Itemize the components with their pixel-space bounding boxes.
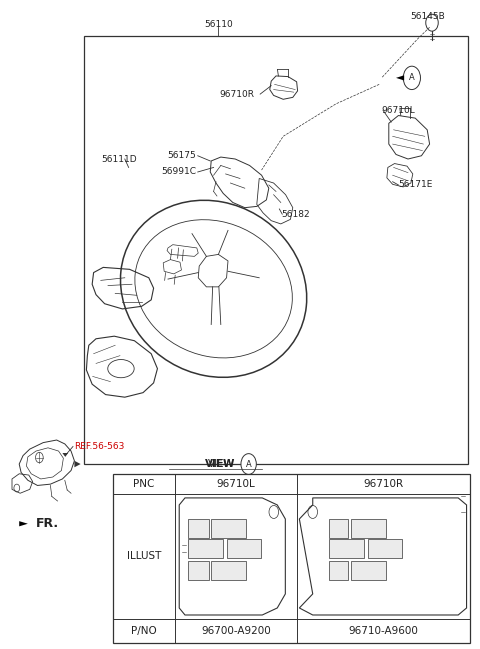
Text: 96710R: 96710R <box>219 90 254 99</box>
Circle shape <box>403 66 420 90</box>
Text: 56145B: 56145B <box>410 12 445 21</box>
Polygon shape <box>396 75 404 80</box>
Bar <box>329 519 348 538</box>
Bar <box>113 474 470 643</box>
Text: FR.: FR. <box>36 517 59 530</box>
Text: 56991C: 56991C <box>161 167 196 177</box>
Text: 56111D: 56111D <box>101 154 136 164</box>
Polygon shape <box>74 461 81 467</box>
Text: 56175: 56175 <box>167 151 196 160</box>
Text: P/NO: P/NO <box>131 626 157 636</box>
Bar <box>329 539 364 557</box>
Bar <box>351 519 385 538</box>
Text: PNC: PNC <box>133 479 155 489</box>
Circle shape <box>241 454 256 474</box>
Text: 96700-A9200: 96700-A9200 <box>201 626 271 636</box>
Bar <box>351 561 385 580</box>
Text: 96710-A9600: 96710-A9600 <box>349 626 419 636</box>
Bar <box>368 539 402 557</box>
Polygon shape <box>62 453 68 457</box>
Bar <box>189 561 209 580</box>
Text: VIEW: VIEW <box>204 459 235 469</box>
Text: 56182: 56182 <box>281 210 310 219</box>
Text: 56171E: 56171E <box>398 180 433 190</box>
Bar <box>84 36 468 464</box>
Bar <box>189 519 209 538</box>
Text: VIEW: VIEW <box>208 459 235 469</box>
Text: 96710L: 96710L <box>217 479 255 489</box>
Bar <box>211 561 246 580</box>
Text: A: A <box>409 73 415 82</box>
Text: A: A <box>246 459 252 469</box>
Bar <box>189 539 223 557</box>
Bar <box>227 539 261 557</box>
Text: REF.56-563: REF.56-563 <box>74 442 125 451</box>
Bar <box>211 519 246 538</box>
Text: 56110: 56110 <box>204 19 233 29</box>
Polygon shape <box>19 521 28 526</box>
Text: 96710L: 96710L <box>382 106 415 115</box>
Text: ILLUST: ILLUST <box>127 552 161 561</box>
Text: 96710R: 96710R <box>364 479 404 489</box>
Bar <box>329 561 348 580</box>
